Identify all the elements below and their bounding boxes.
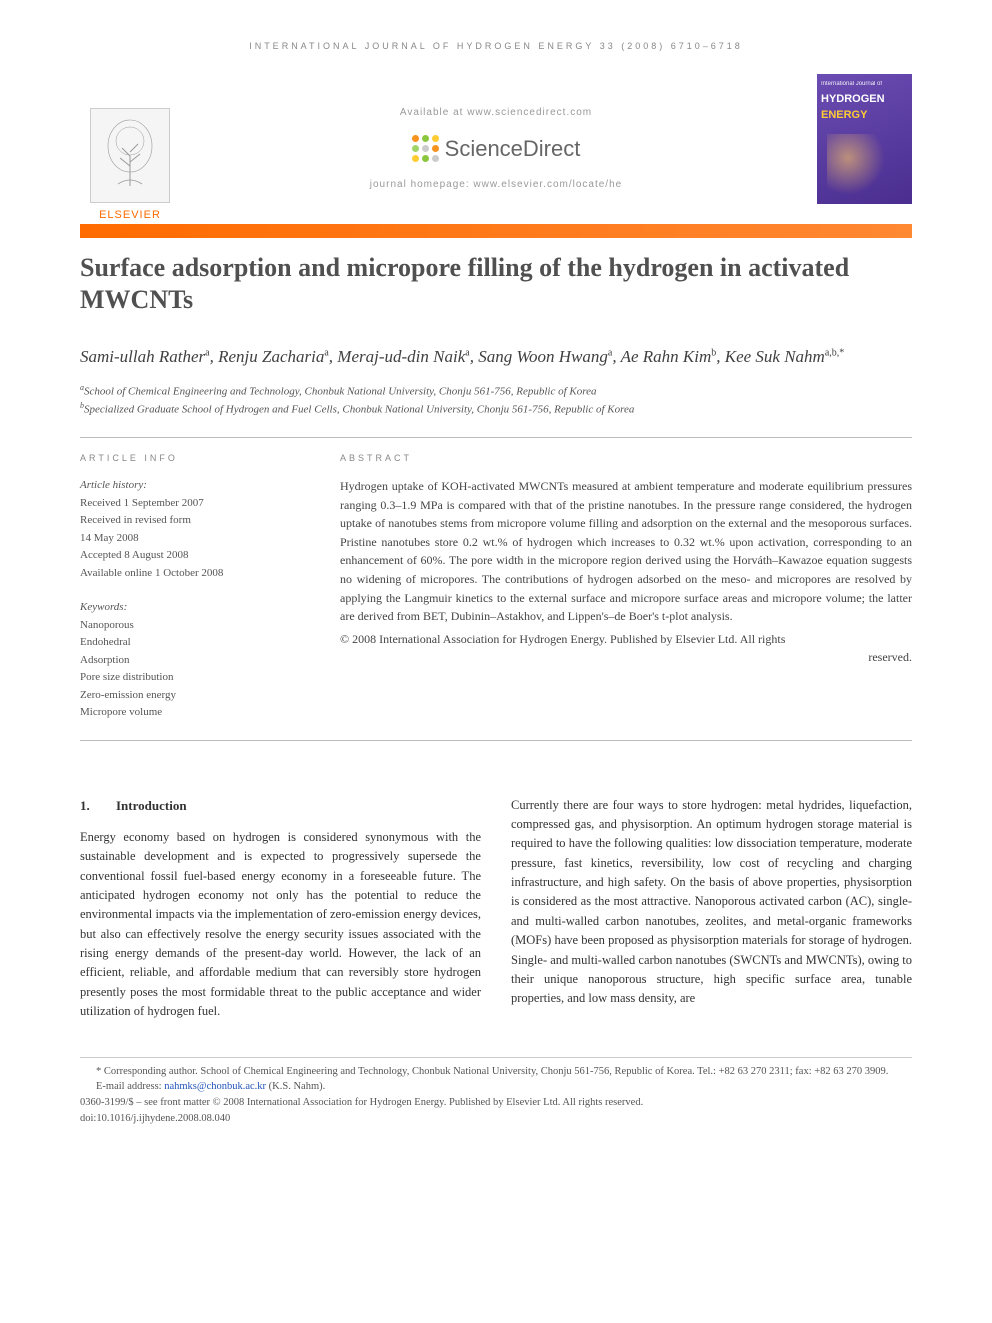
issn-line: 0360-3199/$ – see front matter © 2008 In… <box>80 1095 912 1111</box>
publisher-logo-block: ELSEVIER <box>80 74 180 224</box>
history-line: Received in revised form <box>80 512 300 529</box>
divider <box>80 740 912 741</box>
sciencedirect-text: ScienceDirect <box>445 132 581 165</box>
body-columns: 1.Introduction Energy economy based on h… <box>80 796 912 1022</box>
keyword-line: Adsorption <box>80 652 300 669</box>
journal-header: ELSEVIER Available at www.sciencedirect.… <box>80 74 912 224</box>
affiliation-line: aSchool of Chemical Engineering and Tech… <box>80 382 912 400</box>
article-meta-row: ARTICLE INFO Article history: Received 1… <box>80 452 912 722</box>
email-link[interactable]: nahmks@chonbuk.ac.kr <box>164 1081 266 1092</box>
journal-homepage-text: journal homepage: www.elsevier.com/locat… <box>370 177 622 192</box>
cover-art-icon <box>827 134 897 194</box>
abstract-heading: ABSTRACT <box>340 452 912 466</box>
divider <box>80 437 912 438</box>
sciencedirect-logo: ScienceDirect <box>412 132 581 165</box>
history-line: 14 May 2008 <box>80 530 300 547</box>
history-line: Accepted 8 August 2008 <box>80 547 300 564</box>
abstract-text: Hydrogen uptake of KOH-activated MWCNTs … <box>340 477 912 626</box>
keyword-line: Pore size distribution <box>80 669 300 686</box>
footnotes: * Corresponding author. School of Chemic… <box>80 1057 912 1127</box>
body-col-right: Currently there are four ways to store h… <box>511 796 912 1022</box>
body-col-left: 1.Introduction Energy economy based on h… <box>80 796 481 1022</box>
header-center: Available at www.sciencedirect.com Scien… <box>180 74 812 224</box>
history-line: Available online 1 October 2008 <box>80 565 300 582</box>
keyword-line: Endohedral <box>80 634 300 651</box>
sciencedirect-dots-icon <box>412 135 439 162</box>
affiliation-line: bSpecialized Graduate School of Hydrogen… <box>80 400 912 418</box>
keyword-line: Micropore volume <box>80 704 300 721</box>
keyword-line: Zero-emission energy <box>80 687 300 704</box>
history-label: Article history: <box>80 477 300 494</box>
email-label: E-mail address: <box>96 1081 162 1092</box>
history-line: Received 1 September 2007 <box>80 495 300 512</box>
accent-bar <box>80 224 912 238</box>
section-title: Introduction <box>116 798 187 813</box>
article-title: Surface adsorption and micropore filling… <box>80 252 912 317</box>
running-head: INTERNATIONAL JOURNAL OF HYDROGEN ENERGY… <box>80 40 912 54</box>
cover-line1: International Journal of <box>821 80 908 89</box>
email-line: E-mail address: nahmks@chonbuk.ac.kr (K.… <box>80 1079 912 1095</box>
section-heading: 1.Introduction <box>80 796 481 816</box>
elsevier-tree-icon <box>90 108 170 203</box>
available-at-text: Available at www.sciencedirect.com <box>400 105 592 120</box>
journal-cover-thumbnail: International Journal of HYDROGEN ENERGY <box>817 74 912 204</box>
elsevier-label: ELSEVIER <box>99 207 161 224</box>
email-tail: (K.S. Nahm). <box>269 1081 326 1092</box>
doi-line: doi:10.1016/j.ijhydene.2008.08.040 <box>80 1111 912 1127</box>
keyword-line: Nanoporous <box>80 617 300 634</box>
body-paragraph: Energy economy based on hydrogen is cons… <box>80 828 481 1022</box>
section-number: 1. <box>80 796 116 816</box>
journal-cover-block: International Journal of HYDROGEN ENERGY <box>812 74 912 224</box>
affiliations: aSchool of Chemical Engineering and Tech… <box>80 382 912 418</box>
keywords-label: Keywords: <box>80 599 300 616</box>
article-info-heading: ARTICLE INFO <box>80 452 300 466</box>
corresponding-author-note: * Corresponding author. School of Chemic… <box>80 1064 912 1080</box>
body-paragraph: Currently there are four ways to store h… <box>511 796 912 1009</box>
cover-line3: ENERGY <box>821 107 908 124</box>
article-info-column: ARTICLE INFO Article history: Received 1… <box>80 452 300 722</box>
abstract-copyright: © 2008 International Association for Hyd… <box>340 630 912 648</box>
cover-line2: HYDROGEN <box>821 91 908 108</box>
abstract-reserved: reserved. <box>340 648 912 666</box>
abstract-column: ABSTRACT Hydrogen uptake of KOH-activate… <box>340 452 912 722</box>
authors-list: Sami-ullah Rathera, Renju Zachariaa, Mer… <box>80 345 912 369</box>
